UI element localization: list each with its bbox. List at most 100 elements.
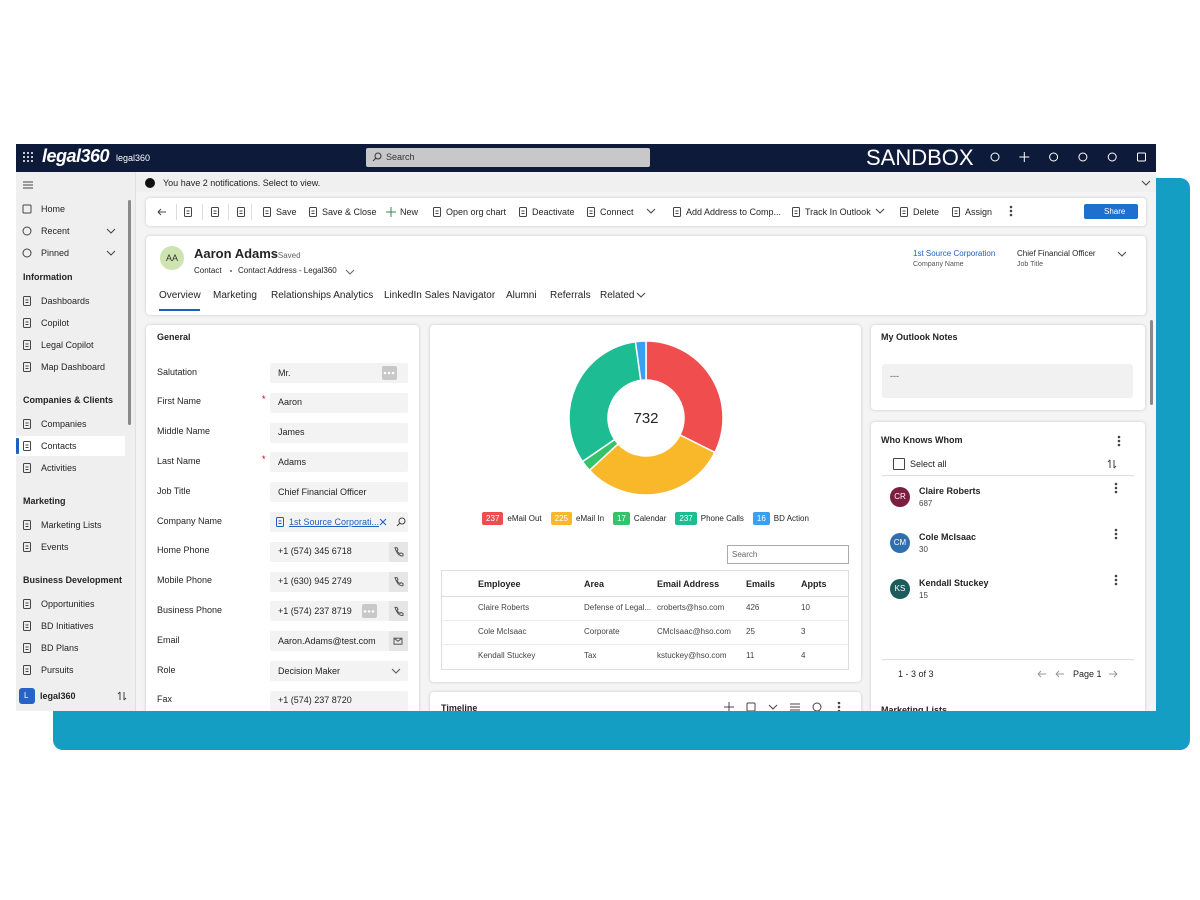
- header-company[interactable]: 1st Source Corporation: [913, 249, 996, 259]
- command-button[interactable]: New: [400, 206, 419, 217]
- table-cell: kstuckey@hso.com: [657, 650, 727, 660]
- nav-item[interactable]: Pinned: [41, 247, 70, 258]
- icon: [900, 207, 908, 217]
- tab[interactable]: Relationships Analytics: [271, 290, 374, 301]
- legend-label: Calendar: [633, 513, 667, 523]
- nav-footer-label[interactable]: legal360: [40, 690, 76, 701]
- table-header[interactable]: Email Address: [657, 578, 720, 589]
- icon-dot: [367, 610, 371, 613]
- table-header[interactable]: Appts: [801, 578, 827, 589]
- tab[interactable]: Related: [600, 290, 635, 301]
- person-name[interactable]: Cole McIsaac: [919, 531, 977, 542]
- command-button[interactable]: Deactivate: [532, 206, 575, 217]
- table-search[interactable]: [727, 545, 849, 564]
- icon-stroke: [433, 207, 441, 217]
- field-input[interactable]: [270, 422, 408, 443]
- legend-item[interactable]: 225 eMail In: [550, 511, 604, 525]
- divider: [176, 204, 177, 220]
- command-button[interactable]: Save: [276, 206, 297, 217]
- legend-badge: 225: [550, 511, 572, 525]
- field-input[interactable]: [270, 392, 408, 413]
- person-name[interactable]: Claire Roberts: [919, 485, 981, 496]
- nav-item[interactable]: Recent: [41, 225, 70, 236]
- table-cell: 11: [746, 650, 755, 660]
- legend-item[interactable]: 237 eMail Out: [482, 511, 542, 525]
- command-button[interactable]: Connect: [600, 206, 634, 217]
- command-bar: [146, 198, 1146, 226]
- command-button[interactable]: Save & Close: [322, 206, 377, 217]
- nav-item[interactable]: Legal Copilot: [41, 339, 94, 350]
- nav-item[interactable]: BD Plans: [41, 642, 79, 653]
- nav-item[interactable]: Home: [41, 203, 66, 214]
- nav-item[interactable]: Companies: [41, 418, 87, 429]
- search-box[interactable]: [366, 148, 650, 167]
- field-input[interactable]: [270, 690, 408, 711]
- icon-stroke: [184, 207, 192, 217]
- nav-item[interactable]: Contacts: [41, 440, 77, 451]
- icon-stroke: [1137, 152, 1146, 162]
- icon: [372, 152, 382, 162]
- command-button[interactable]: Delete: [913, 206, 940, 217]
- tab[interactable]: Referrals: [550, 290, 591, 301]
- legend-label: eMail Out: [507, 513, 542, 523]
- nav-item[interactable]: Dashboards: [41, 295, 90, 306]
- icon-dot: [1117, 443, 1121, 447]
- legend-item[interactable]: 16 BD Action: [752, 511, 809, 525]
- field-input[interactable]: [270, 363, 408, 383]
- nav-item[interactable]: Events: [41, 541, 69, 552]
- tab[interactable]: Alumni: [506, 290, 537, 301]
- icon: [396, 517, 406, 527]
- nav-item[interactable]: Opportunities: [41, 598, 95, 609]
- icon-stroke: [23, 340, 31, 350]
- command-button[interactable]: Add Address to Comp...: [686, 206, 782, 217]
- field-input[interactable]: [270, 631, 408, 652]
- icon-dot: [27, 152, 29, 154]
- icon: [1009, 205, 1013, 217]
- icon-stroke: [1037, 670, 1042, 675]
- icon-stroke: [1113, 465, 1117, 469]
- legend-item[interactable]: 17 Calendar: [613, 511, 667, 525]
- legend-item[interactable]: 237 Phone Calls: [675, 511, 744, 525]
- field-input[interactable]: [270, 452, 408, 473]
- command-button[interactable]: Open org chart: [446, 206, 507, 217]
- field-input[interactable]: [270, 541, 408, 562]
- field-input[interactable]: [270, 482, 408, 503]
- command-button[interactable]: Track In Outlook: [805, 206, 871, 217]
- form-selector[interactable]: Contact Address - Legal360: [238, 266, 337, 276]
- tab[interactable]: Marketing: [213, 290, 257, 301]
- tab[interactable]: LinkedIn Sales Navigator: [384, 290, 496, 301]
- notification-text[interactable]: You have 2 notifications. Select to view…: [163, 177, 321, 188]
- icon-dot: [1114, 582, 1118, 586]
- icon: [587, 207, 595, 217]
- field-input[interactable]: [270, 661, 408, 681]
- field-input[interactable]: [270, 571, 408, 592]
- tab[interactable]: Overview: [159, 290, 201, 301]
- icon-stroke: [345, 269, 355, 275]
- icon: [636, 292, 646, 298]
- command-button[interactable]: Assign: [965, 206, 993, 217]
- icon-stroke: [309, 207, 317, 217]
- checkbox[interactable]: [893, 458, 905, 470]
- nav-item[interactable]: Pursuits: [41, 664, 74, 675]
- table-header[interactable]: Area: [584, 578, 605, 589]
- field-link[interactable]: 1st Source Corporati...: [289, 516, 380, 527]
- icon: [23, 621, 31, 631]
- nav-item[interactable]: Copilot: [41, 317, 70, 328]
- person-name[interactable]: Kendall Stuckey: [919, 577, 989, 588]
- nav-item[interactable]: Map Dashboard: [41, 361, 106, 372]
- table-header[interactable]: Emails: [746, 578, 776, 589]
- nav-item[interactable]: Activities: [41, 462, 77, 473]
- table-cell: CMcIsaac@hso.com: [657, 627, 731, 636]
- icon: [394, 606, 404, 616]
- share-button[interactable]: [1084, 204, 1138, 219]
- field-input[interactable]: [270, 512, 408, 532]
- icon: [22, 248, 32, 258]
- icon-stroke: [23, 362, 31, 372]
- nav-item[interactable]: BD Initiatives: [41, 620, 94, 631]
- icon-stroke: [1117, 251, 1127, 257]
- icon: [184, 207, 192, 217]
- icon: [157, 208, 166, 216]
- nav-item[interactable]: Marketing Lists: [41, 519, 102, 530]
- tab-underline: [159, 309, 200, 311]
- table-header[interactable]: Employee: [478, 578, 521, 589]
